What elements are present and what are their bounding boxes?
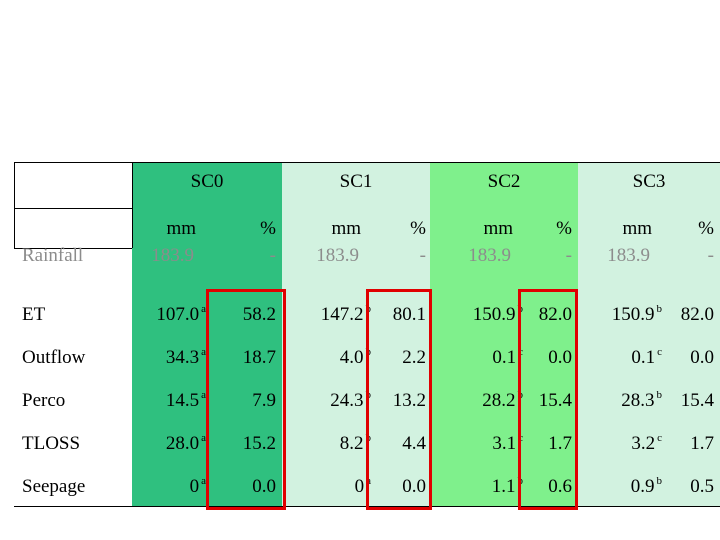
scenario-header-sc1: SC1 — [339, 171, 373, 192]
value-percent: - — [565, 245, 572, 266]
significance-letter: c — [657, 346, 662, 358]
value-mm: 28.2 b — [482, 389, 523, 411]
value-mm: 107.0 a — [156, 303, 206, 325]
value-percent: 7.9 — [252, 390, 276, 411]
scenario-column-bg-sc1 — [282, 162, 430, 506]
value-percent: 4.4 — [402, 433, 426, 454]
significance-letter: c — [657, 432, 662, 444]
value-percent: 15.4 — [680, 390, 714, 411]
scenario-column-bg-sc2 — [430, 162, 578, 506]
value-percent: 15.4 — [538, 390, 572, 411]
value-mm: 0.1 c — [631, 346, 662, 368]
value-mm: 34.3 a — [165, 346, 206, 368]
scenario-column-bg-sc3 — [578, 162, 720, 506]
row-label-rainfall: Rainfall — [22, 245, 84, 266]
highlight-box-sc2-percent — [518, 289, 578, 510]
significance-letter: a — [201, 475, 206, 487]
significance-letter: a — [201, 346, 206, 358]
label-column-left-border — [14, 162, 15, 248]
row-label-seepage: Seepage — [22, 476, 86, 497]
scenario-header-sc2: SC2 — [487, 171, 521, 192]
value-mm: 150.9 b — [611, 303, 663, 325]
value-mm: 183.9 — [468, 245, 511, 266]
highlight-box-sc0-percent — [206, 289, 286, 510]
label-column-right-border — [132, 162, 133, 248]
value-mm: 0.9 b — [630, 475, 663, 497]
value-percent: 13.2 — [392, 390, 426, 411]
value-percent: 18.7 — [242, 347, 276, 368]
value-percent: 0.6 — [548, 476, 572, 497]
value-percent: - — [707, 245, 714, 266]
value-percent: 58.2 — [242, 304, 276, 325]
row-label-outflow: Outflow — [22, 347, 86, 368]
value-percent: 0.0 — [402, 476, 426, 497]
header-divider — [14, 208, 132, 209]
table-top-border — [14, 162, 720, 163]
unit-header-percent: % — [260, 218, 276, 239]
value-percent: 82.0 — [680, 304, 714, 325]
value-mm: 150.9 b — [472, 303, 523, 325]
value-percent: 0.0 — [252, 476, 276, 497]
value-percent: 0.5 — [690, 476, 714, 497]
value-mm: 28.0 a — [165, 432, 206, 454]
value-mm: 14.5 a — [165, 389, 206, 411]
value-percent: 1.7 — [690, 433, 714, 454]
units-divider — [14, 248, 132, 249]
unit-header-percent: % — [698, 218, 714, 239]
value-mm: 183.9 — [151, 245, 194, 266]
value-percent: 80.1 — [392, 304, 426, 325]
row-label-et: ET — [22, 304, 46, 325]
significance-letter: a — [201, 303, 206, 315]
unit-header-mm: mm — [331, 218, 361, 239]
significance-letter: b — [656, 389, 663, 401]
unit-header-percent: % — [556, 218, 572, 239]
unit-header-mm: mm — [166, 218, 196, 239]
value-percent: 1.7 — [548, 433, 572, 454]
highlight-box-sc1-percent — [366, 289, 432, 510]
significance-letter: a — [201, 432, 206, 444]
value-percent: 0.0 — [690, 347, 714, 368]
unit-header-percent: % — [410, 218, 426, 239]
value-percent: 15.2 — [242, 433, 276, 454]
value-mm: 183.9 — [316, 245, 359, 266]
significance-letter: b — [656, 303, 663, 315]
significance-letter: b — [656, 475, 663, 487]
row-label-perco: Perco — [22, 390, 66, 411]
scenario-header-sc3: SC3 — [632, 171, 666, 192]
value-percent: - — [269, 245, 276, 266]
value-percent: 0.0 — [548, 347, 572, 368]
value-mm: 3.2 c — [631, 432, 662, 454]
row-label-tloss: TLOSS — [22, 433, 81, 454]
significance-letter: a — [201, 389, 206, 401]
value-mm: 28.3 b — [621, 389, 663, 411]
value-percent: 2.2 — [402, 347, 426, 368]
value-mm: 147.2 b — [320, 303, 371, 325]
unit-header-mm: mm — [483, 218, 513, 239]
value-percent: 82.0 — [538, 304, 572, 325]
scenario-header-sc0: SC0 — [190, 171, 224, 192]
value-mm: 183.9 — [607, 245, 650, 266]
unit-header-mm: mm — [622, 218, 652, 239]
value-mm: 24.3 b — [330, 389, 371, 411]
value-percent: - — [419, 245, 426, 266]
